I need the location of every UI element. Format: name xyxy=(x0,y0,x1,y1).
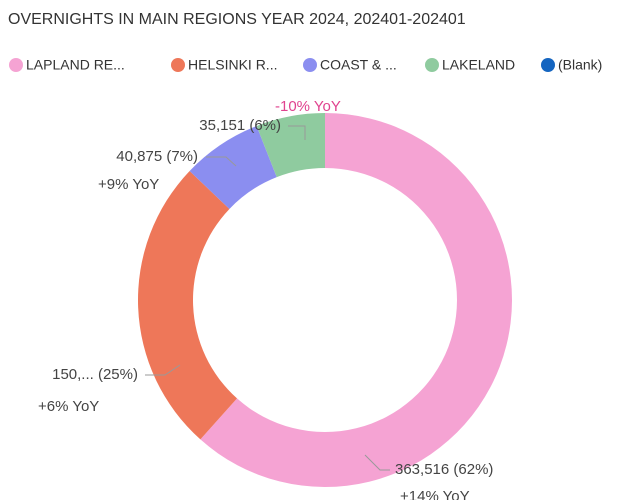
legend-swatch xyxy=(541,58,555,72)
data-label: 40,875 (7%) xyxy=(116,148,198,165)
donut-slice xyxy=(256,113,325,178)
legend-label: (Blank) xyxy=(558,57,602,73)
leader-line xyxy=(145,364,181,376)
donut-slice xyxy=(137,171,238,440)
legend-label: LAPLAND RE... xyxy=(26,57,125,73)
leader-line xyxy=(364,454,390,471)
legend-swatch xyxy=(303,58,317,72)
leader-line xyxy=(288,125,306,140)
data-label: 363,516 (62%) xyxy=(395,461,493,478)
donut-slice xyxy=(189,125,277,209)
annotation: +9% YoY xyxy=(98,176,159,193)
data-label: 150,... (25%) xyxy=(52,366,138,383)
leader-line xyxy=(206,156,237,167)
legend-swatch xyxy=(9,58,23,72)
chart-title: OVERNIGHTS IN MAIN REGIONS YEAR 2024, 20… xyxy=(8,11,466,28)
legend-label: HELSINKI R... xyxy=(188,57,277,73)
donut-slice xyxy=(200,113,512,487)
annotation: +6% YoY xyxy=(38,398,99,415)
legend-label: COAST & ... xyxy=(320,57,397,73)
legend-label: LAKELAND xyxy=(442,57,515,73)
annotation: -10% YoY xyxy=(275,98,341,115)
data-label: 35,151 (6%) xyxy=(199,117,281,134)
annotation: +14% YoY xyxy=(400,488,470,500)
legend-swatch xyxy=(425,58,439,72)
legend-swatch xyxy=(171,58,185,72)
